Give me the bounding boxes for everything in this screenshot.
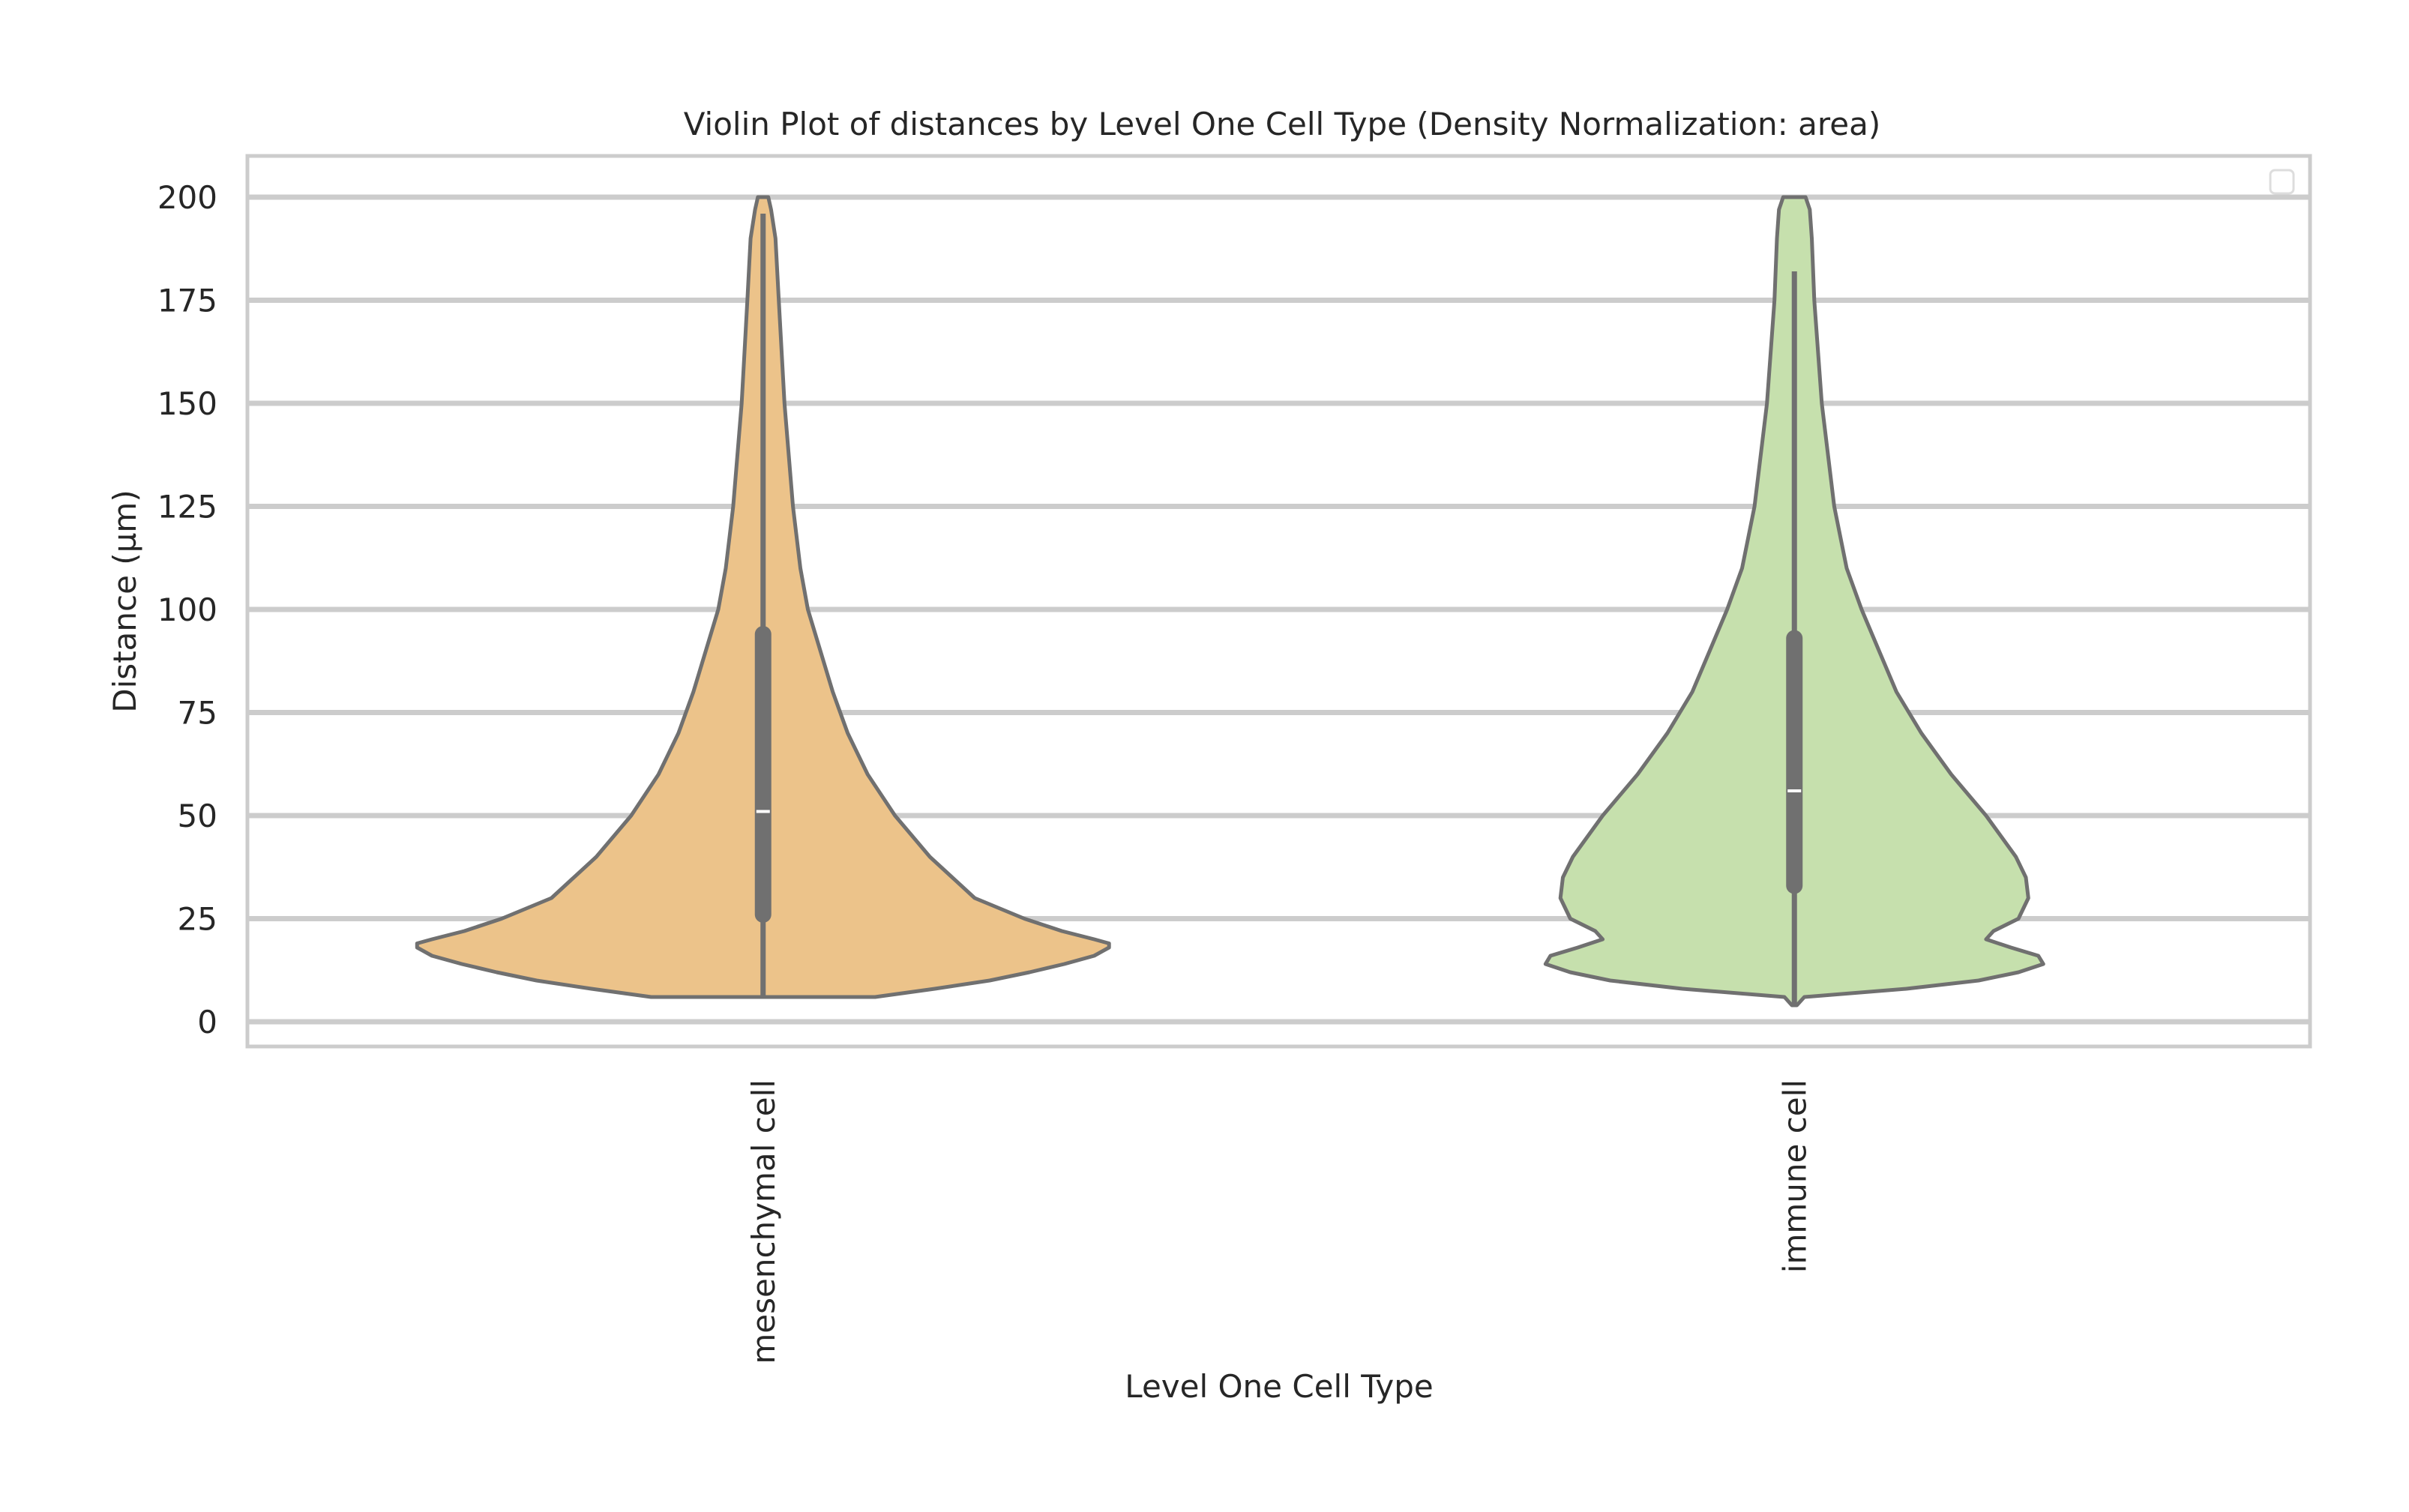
- x-axis-label: Level One Cell Type: [1125, 1368, 1433, 1405]
- y-tick-label: 150: [157, 385, 217, 422]
- y-tick-label: 125: [157, 489, 217, 525]
- y-tick-label: 25: [178, 901, 217, 938]
- x-tick-label: mesenchymal cell: [745, 1079, 782, 1364]
- x-tick-labels: mesenchymal cell immune cell: [745, 1079, 1814, 1364]
- chart-title: Violin Plot of distances by Level One Ce…: [684, 106, 1880, 142]
- y-tick-label: 0: [197, 1004, 217, 1040]
- y-tick-label: 100: [157, 591, 217, 628]
- y-tick-labels: 0 25 50 75 100 125 150 175 200: [157, 179, 217, 1040]
- x-tick-label: immune cell: [1776, 1079, 1813, 1273]
- y-tick-label: 200: [157, 179, 217, 216]
- legend-box: [2269, 169, 2295, 195]
- y-tick-label: 175: [157, 283, 217, 319]
- y-tick-label: 75: [178, 695, 217, 732]
- y-axis-label: Distance (µm): [106, 490, 143, 712]
- y-tick-label: 50: [178, 798, 217, 834]
- inner-boxes: [754, 214, 1803, 1005]
- plot-frame: [245, 154, 2312, 1049]
